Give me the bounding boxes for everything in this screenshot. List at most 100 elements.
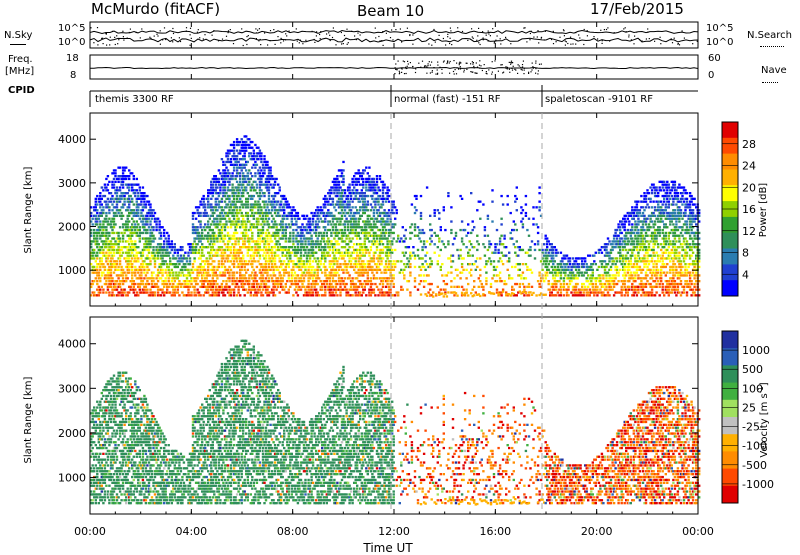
range-cell bbox=[388, 235, 390, 237]
strip-point bbox=[553, 43, 554, 44]
range-cell bbox=[122, 226, 124, 228]
range-cell bbox=[105, 218, 107, 220]
nave-point bbox=[479, 60, 480, 61]
strip-point bbox=[260, 39, 261, 40]
range-cell bbox=[359, 218, 361, 220]
range-cell bbox=[259, 289, 261, 291]
range-cell bbox=[225, 167, 227, 169]
nave-point bbox=[538, 70, 539, 71]
range-cell bbox=[418, 266, 420, 268]
nave-point bbox=[535, 63, 536, 64]
range-cell bbox=[365, 294, 367, 296]
strip-point bbox=[275, 44, 276, 45]
range-cell bbox=[309, 232, 311, 234]
range-cell bbox=[304, 218, 306, 220]
range-cell bbox=[119, 283, 121, 285]
range-cell bbox=[204, 203, 206, 205]
range-cell bbox=[265, 266, 267, 268]
range-cell bbox=[304, 289, 306, 291]
range-cell bbox=[236, 181, 238, 183]
range-cell bbox=[414, 223, 416, 225]
range-cell bbox=[307, 252, 309, 254]
range-cell bbox=[414, 212, 416, 214]
range-cell bbox=[332, 229, 334, 231]
range-cell bbox=[371, 198, 373, 200]
range-cell bbox=[277, 246, 279, 248]
range-cell bbox=[275, 289, 277, 291]
range-cell bbox=[140, 212, 142, 214]
range-cell bbox=[347, 195, 349, 197]
range-cell bbox=[99, 249, 101, 251]
range-cell bbox=[386, 237, 388, 239]
range-cell bbox=[155, 246, 157, 248]
range-cell bbox=[134, 192, 136, 194]
range-cell bbox=[108, 206, 110, 208]
range-cell bbox=[268, 246, 270, 248]
range-cell bbox=[228, 277, 230, 279]
range-cell bbox=[102, 272, 104, 274]
range-cell bbox=[324, 291, 326, 293]
range-cell bbox=[143, 201, 145, 203]
range-cell bbox=[157, 257, 159, 259]
range-cell bbox=[165, 272, 167, 274]
range-cell bbox=[207, 246, 209, 248]
strip-point bbox=[634, 36, 635, 37]
range-cell bbox=[386, 212, 388, 214]
range-cell bbox=[355, 195, 357, 197]
range-cell bbox=[285, 266, 287, 268]
range-cell bbox=[236, 158, 238, 160]
range-cell bbox=[95, 206, 97, 208]
strip-point bbox=[392, 39, 393, 40]
range-cell bbox=[421, 263, 423, 265]
range-cell bbox=[247, 218, 249, 220]
range-cell bbox=[344, 215, 346, 217]
range-cell bbox=[204, 223, 206, 225]
range-cell bbox=[426, 240, 428, 242]
range-cell bbox=[274, 252, 276, 254]
strip-point bbox=[447, 36, 448, 37]
range-cell bbox=[96, 220, 98, 222]
range-cell bbox=[128, 198, 130, 200]
range-cell bbox=[329, 220, 331, 222]
range-cell bbox=[198, 249, 200, 251]
range-cell bbox=[266, 206, 268, 208]
strip-point bbox=[494, 42, 495, 43]
range-cell bbox=[292, 274, 294, 276]
range-cell bbox=[216, 283, 218, 285]
range-cell bbox=[324, 206, 326, 208]
range-cell bbox=[262, 274, 264, 276]
range-cell bbox=[341, 229, 343, 231]
range-cell bbox=[421, 257, 423, 259]
range-cell bbox=[324, 260, 326, 262]
range-cell bbox=[230, 246, 232, 248]
range-cell bbox=[318, 235, 320, 237]
range-cell bbox=[111, 291, 113, 293]
range-cell bbox=[385, 272, 387, 274]
range-cell bbox=[318, 246, 320, 248]
range-cell bbox=[192, 243, 194, 245]
range-cell bbox=[396, 240, 398, 242]
range-cell bbox=[373, 220, 375, 222]
range-cell bbox=[417, 249, 419, 251]
range-cell bbox=[289, 237, 291, 239]
range-cell bbox=[441, 292, 443, 294]
range-cell bbox=[379, 269, 381, 271]
range-cell bbox=[262, 164, 264, 166]
range-cell bbox=[429, 223, 431, 225]
range-cell bbox=[251, 235, 253, 237]
range-cell bbox=[339, 186, 341, 188]
range-cell bbox=[320, 269, 322, 271]
range-cell bbox=[262, 175, 264, 177]
range-cell bbox=[148, 218, 150, 220]
strip-point bbox=[563, 29, 564, 30]
range-cell bbox=[333, 192, 335, 194]
range-cell bbox=[266, 203, 268, 205]
range-cell bbox=[338, 181, 340, 183]
range-cell bbox=[172, 272, 174, 274]
range-cell bbox=[242, 192, 244, 194]
range-cell bbox=[300, 277, 302, 279]
range-cell bbox=[309, 263, 311, 265]
range-cell bbox=[332, 252, 334, 254]
range-cell bbox=[160, 294, 162, 296]
range-cell bbox=[342, 235, 344, 237]
